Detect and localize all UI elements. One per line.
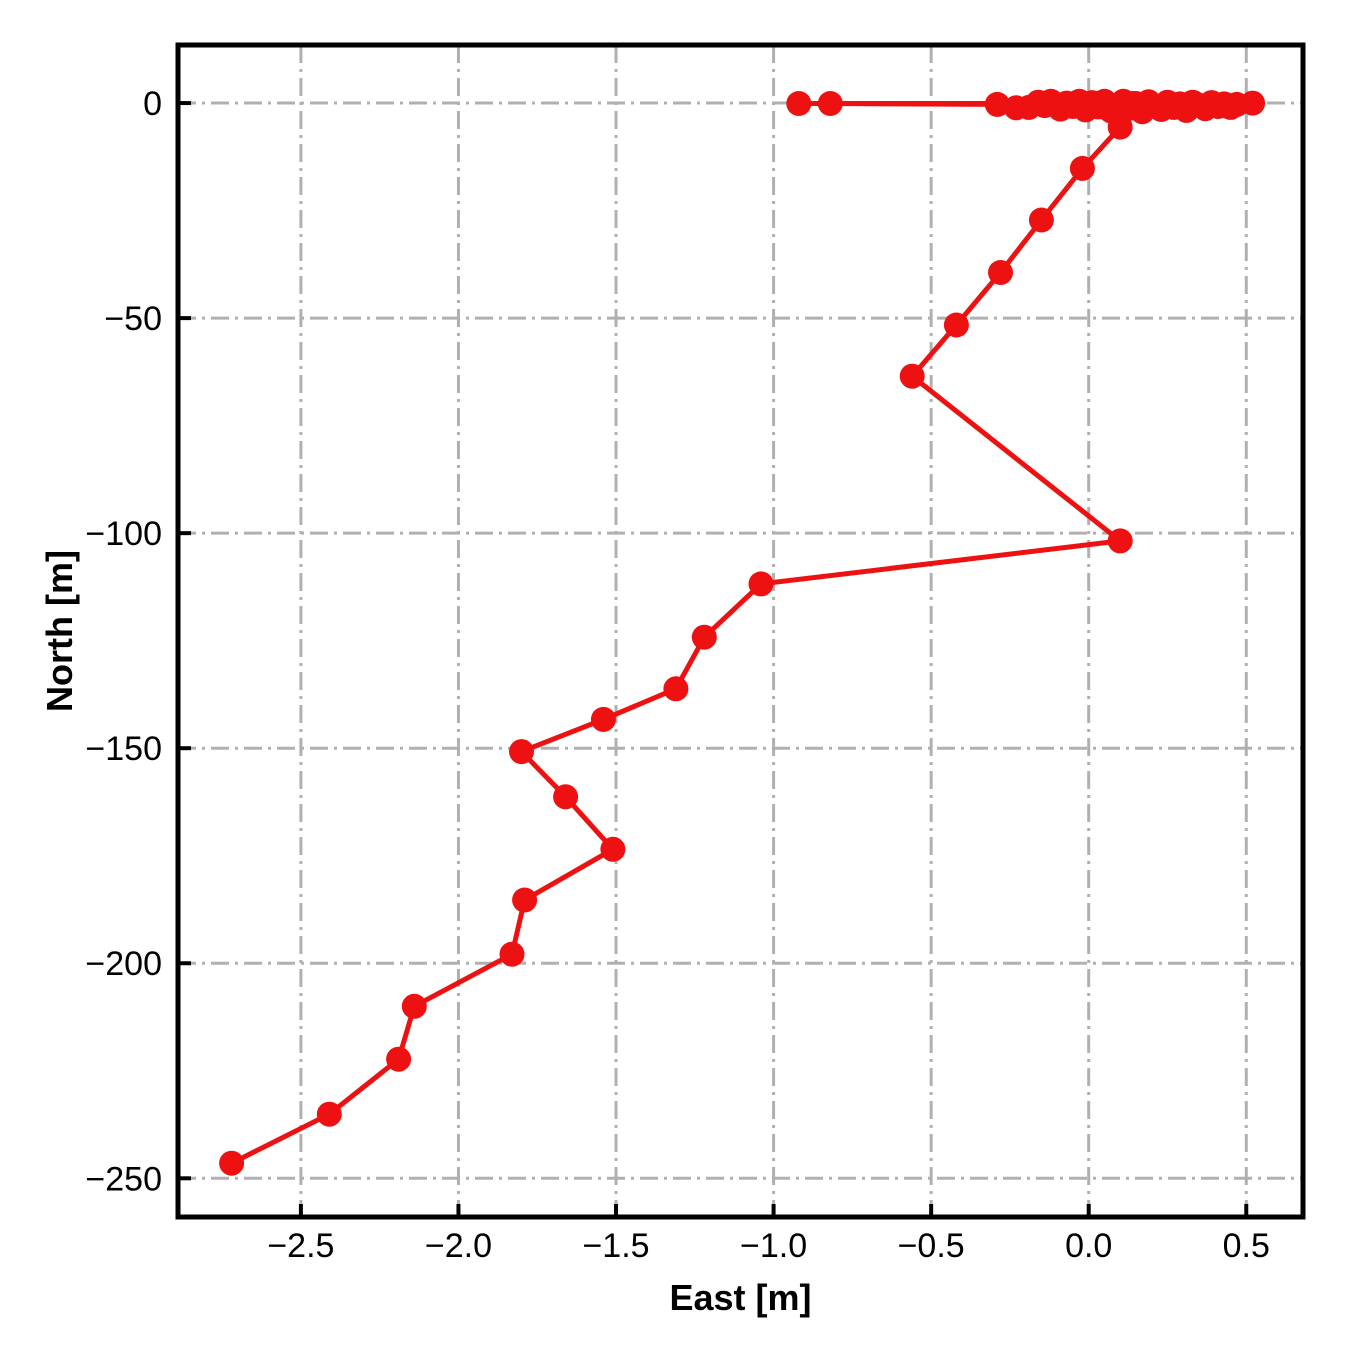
x-tick-label: −1.5 [582, 1227, 649, 1265]
data-point-marker [512, 887, 538, 913]
x-tick-label: −1.0 [740, 1227, 807, 1265]
y-tick-label: −150 [85, 730, 162, 768]
data-point-marker [401, 993, 427, 1019]
data-point-marker [663, 676, 689, 702]
data-point-marker [590, 706, 616, 732]
data-point-marker [899, 363, 925, 389]
data-point-marker [984, 91, 1010, 117]
data-point-marker [748, 571, 774, 597]
data-point-marker [499, 941, 525, 967]
data-point-marker [509, 739, 534, 765]
data-point-marker [1003, 95, 1029, 121]
y-tick-label: −100 [85, 515, 162, 553]
y-tick-label: −200 [85, 945, 162, 983]
x-tick-label: −2.0 [425, 1227, 492, 1265]
y-tick-label: −50 [104, 300, 162, 338]
data-point-marker [943, 312, 969, 338]
x-axis-label: East [m] [669, 1277, 811, 1318]
plot-border [175, 42, 1306, 1220]
x-tick-label: 0.5 [1223, 1227, 1270, 1265]
data-point-marker [386, 1046, 412, 1072]
data-point-marker [988, 260, 1013, 285]
data-point-marker [1028, 207, 1054, 233]
data-point-marker [1107, 528, 1133, 554]
x-tick-label: 0.0 [1065, 1227, 1112, 1265]
data-point-marker [316, 1101, 342, 1127]
data-point-marker [786, 91, 812, 116]
data-point-marker [553, 784, 579, 810]
data-point-marker [1107, 114, 1133, 140]
x-tick-label: −0.5 [898, 1227, 965, 1265]
data-point-marker [600, 836, 626, 862]
data-point-marker [1069, 155, 1095, 181]
y-axis-label: North [m] [39, 550, 80, 712]
data-point-marker [219, 1150, 245, 1176]
y-tick-label: 0 [143, 85, 162, 123]
data-point-marker [817, 91, 843, 116]
x-tick-label: −2.5 [267, 1227, 334, 1265]
data-point-marker [1120, 91, 1146, 116]
y-tick-label: −250 [85, 1160, 162, 1198]
data-point-marker [691, 624, 717, 650]
